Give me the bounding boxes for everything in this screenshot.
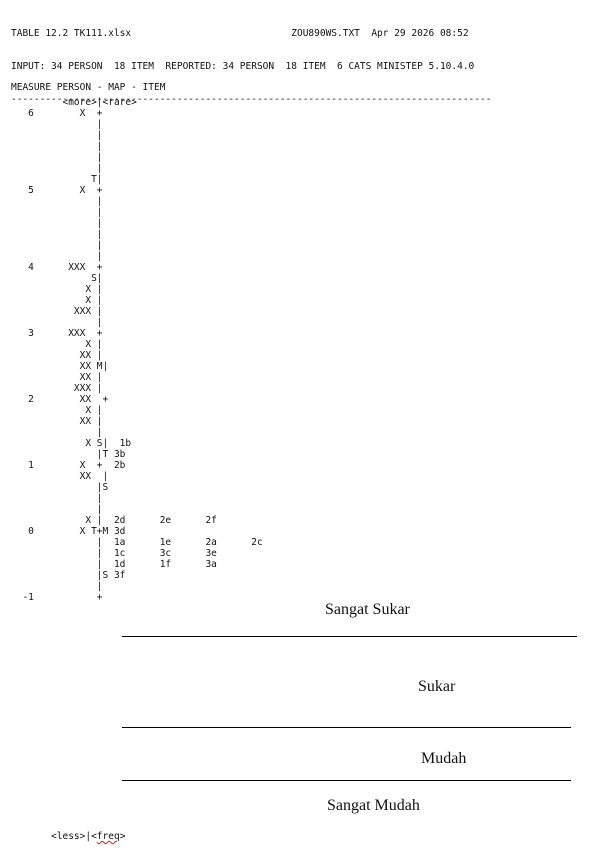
- map-line: | 1c 3c 3e: [11, 548, 217, 559]
- footer-freq-end: >: [119, 831, 126, 842]
- header-input-line: INPUT: 34 PERSON 18 ITEM REPORTED: 34 PE…: [11, 61, 475, 72]
- map-line: XX |: [11, 372, 103, 383]
- map-line: XX |: [11, 350, 103, 361]
- map-line: XXX |: [11, 383, 103, 394]
- map-line: |: [11, 141, 103, 152]
- map-line: <more>|<rare>: [11, 97, 137, 108]
- header-title-line: TABLE 12.2 TK111.xlsx ZOU890WS.TXT Apr 2…: [11, 28, 469, 39]
- map-line: X |: [11, 295, 103, 306]
- map-line: |: [11, 218, 103, 229]
- map-line: |: [11, 152, 103, 163]
- map-line: XXX |: [11, 306, 103, 317]
- separator-line-3: [122, 780, 571, 781]
- footer-freq-label: freq: [96, 831, 120, 842]
- wright-map: <more>|<rare> 6 X + | | | | | T| 5 X + |…: [11, 97, 263, 603]
- map-line: |: [11, 317, 103, 328]
- map-line: |: [11, 427, 103, 438]
- map-line: 6 X +: [11, 108, 103, 119]
- map-line: | 1d 1f 3a: [11, 559, 217, 570]
- separator-line-1: [122, 636, 577, 637]
- map-footer: <less>|<freq>: [11, 831, 125, 842]
- map-line: |T 3b: [11, 449, 126, 460]
- map-line: |: [11, 251, 103, 262]
- map-line: X |: [11, 405, 103, 416]
- map-line: |: [11, 229, 103, 240]
- map-line: T|: [11, 174, 103, 185]
- map-line: S|: [11, 273, 103, 284]
- map-line: |: [11, 130, 103, 141]
- map-line: |S 3f: [11, 570, 126, 581]
- map-line: X | 2d 2e 2f: [11, 515, 217, 526]
- footer-less-label: <less>|<: [11, 831, 97, 842]
- map-line: X |: [11, 339, 103, 350]
- map-line: | 1a 1e 2a 2c: [11, 537, 263, 548]
- map-line: |: [11, 493, 103, 504]
- map-line: XX |: [11, 416, 103, 427]
- map-line: -1 +: [11, 592, 103, 603]
- map-line: XX M|: [11, 361, 109, 372]
- table-header: TABLE 12.2 TK111.xlsx ZOU890WS.TXT Apr 2…: [11, 6, 491, 116]
- map-line: |: [11, 196, 103, 207]
- map-line: 5 X +: [11, 185, 103, 196]
- map-line: |S: [11, 482, 109, 493]
- map-line: 4 XXX +: [11, 262, 103, 273]
- separator-line-2: [122, 727, 571, 728]
- map-line: 0 X T+M 3d: [11, 526, 126, 537]
- map-line: |: [11, 581, 103, 592]
- zone-label-sukar: Sukar: [418, 678, 456, 695]
- map-line: |: [11, 207, 103, 218]
- map-line: X S| 1b: [11, 438, 132, 449]
- map-line: 3 XXX +: [11, 328, 103, 339]
- map-line: |: [11, 504, 103, 515]
- map-line: |: [11, 240, 103, 251]
- map-line: 1 X + 2b: [11, 460, 126, 471]
- map-line: |: [11, 163, 103, 174]
- map-title: MEASURE PERSON - MAP - ITEM: [11, 82, 166, 93]
- map-line: |: [11, 119, 103, 130]
- zone-label-mudah: Mudah: [421, 750, 467, 767]
- map-line: 2 XX +: [11, 394, 109, 405]
- map-line: XX |: [11, 471, 109, 482]
- zone-label-sangat-mudah: Sangat Mudah: [327, 797, 420, 814]
- zone-label-sangat-sukar: Sangat Sukar: [325, 601, 410, 618]
- map-line: X |: [11, 284, 103, 295]
- header-rule: ----------------------------------------…: [11, 94, 492, 105]
